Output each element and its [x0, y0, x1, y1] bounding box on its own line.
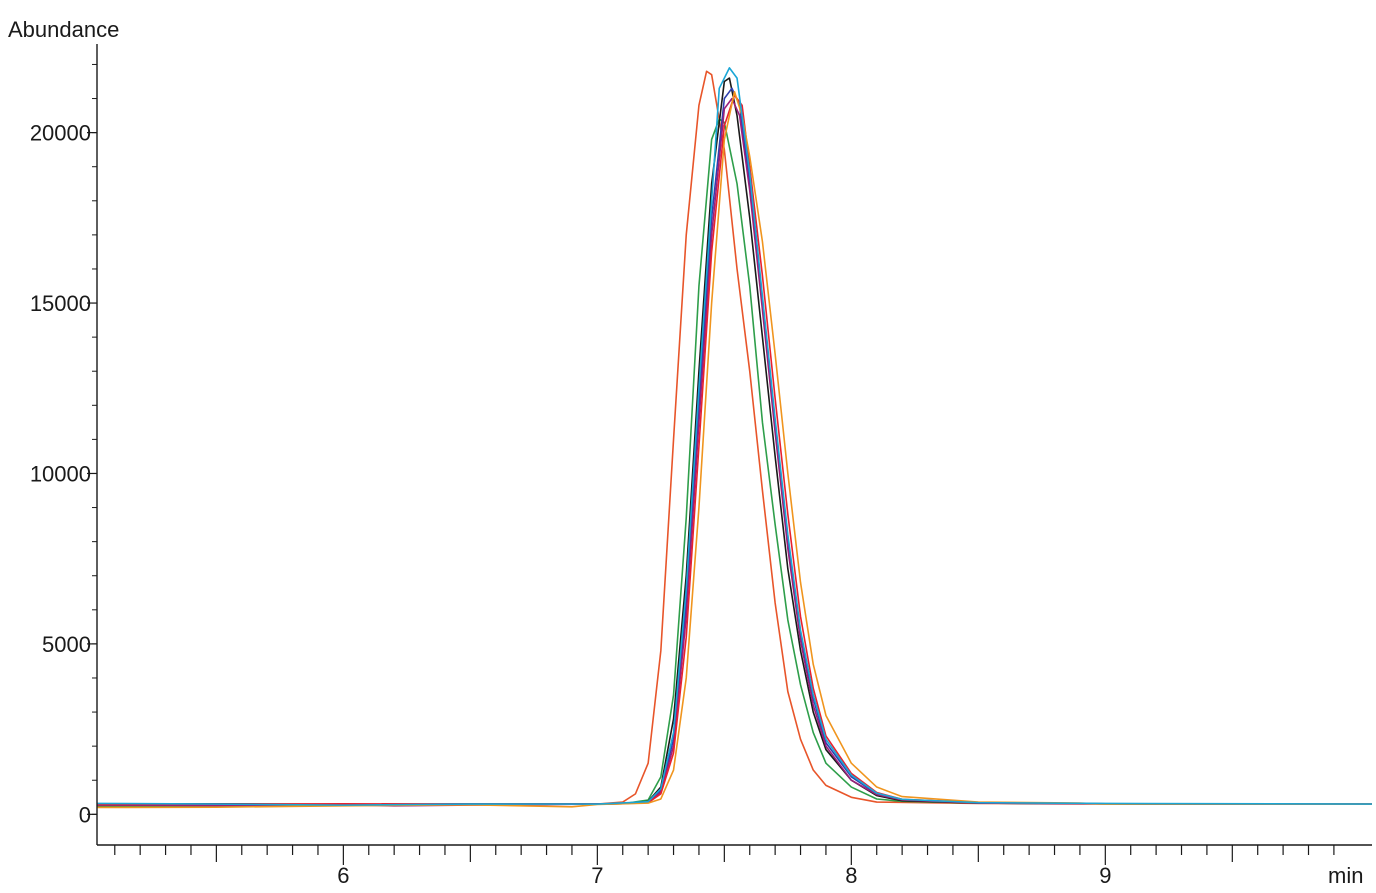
- series-line-1: [96, 70, 1372, 808]
- y-tick-label: 0: [79, 802, 91, 827]
- y-tick-label: 15000: [30, 291, 91, 316]
- series-line-7: [96, 90, 1372, 809]
- y-tick-label: 5000: [42, 632, 91, 657]
- x-tick-label: 8: [845, 863, 857, 888]
- series-line-5: [96, 97, 1373, 807]
- series-line-6: [96, 94, 1373, 806]
- y-tick-label: 10000: [30, 461, 91, 486]
- series-line-8: [96, 67, 1373, 806]
- series-line-4: [96, 87, 1373, 807]
- axes-layer: 0 5000 10000 15000 20000 6 7 8 9: [30, 44, 1372, 888]
- x-tick-label: 9: [1099, 863, 1111, 888]
- x-ticks: 6 7 8 9: [114, 845, 1335, 888]
- series-line-3: [96, 77, 1373, 806]
- x-tick-label: 6: [337, 863, 349, 888]
- y-axis-label: Abundance: [8, 17, 119, 42]
- series-line-2: [96, 118, 1373, 807]
- x-axis-label: min: [1328, 863, 1363, 888]
- x-tick-label: 7: [591, 863, 603, 888]
- y-tick-label: 20000: [30, 121, 91, 146]
- y-ticks: 0 5000 10000 15000 20000: [30, 63, 97, 827]
- series-layer: [96, 67, 1373, 809]
